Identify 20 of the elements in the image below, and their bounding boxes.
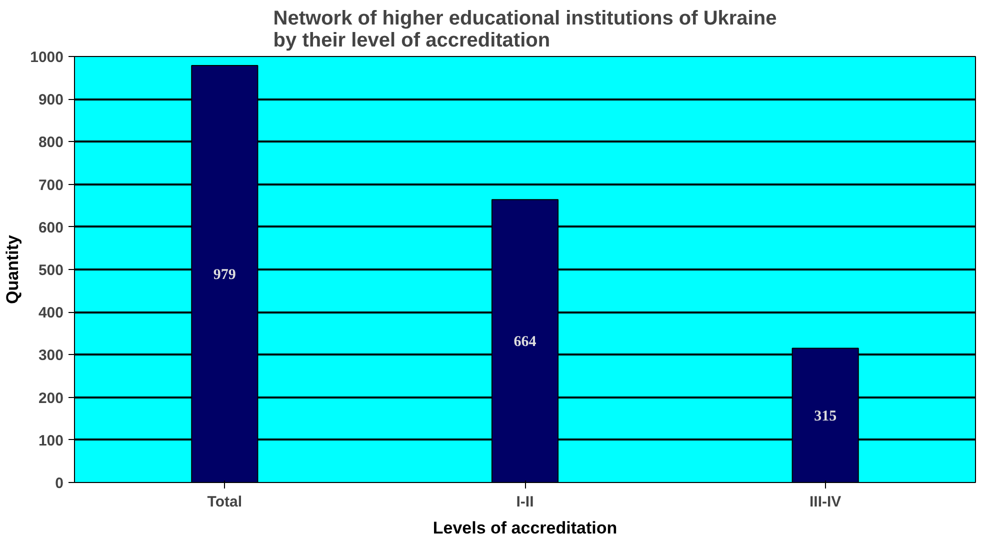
y-tick-label: 500: [38, 262, 64, 279]
y-tick-label: 100: [38, 432, 64, 450]
x-axis-title: Levels of accreditation: [432, 518, 618, 538]
y-tick-label: 400: [38, 304, 64, 322]
y-tick-label: 300: [38, 347, 64, 364]
y-tick-label: 0: [55, 475, 64, 492]
y-tick-label: 600: [38, 219, 64, 236]
y-tick-label: 800: [38, 134, 64, 152]
data-label: 315: [814, 408, 837, 424]
chart-title: Network of higher educational institutions of Ukraine by their level of accreditation: [273, 8, 777, 52]
x-tick-label: I-II: [516, 494, 534, 510]
y-tick-label: 1000: [30, 49, 64, 66]
y-tick-label: 700: [38, 176, 64, 194]
x-tick-label: III-IV: [810, 494, 842, 510]
y-tick-label: 900: [38, 92, 64, 109]
data-label: 979: [213, 266, 236, 283]
y-axis-title: Quantity: [3, 234, 22, 304]
y-tick-label: 200: [38, 390, 64, 407]
data-label: 664: [514, 334, 537, 350]
x-tick-label: Total: [207, 494, 242, 510]
